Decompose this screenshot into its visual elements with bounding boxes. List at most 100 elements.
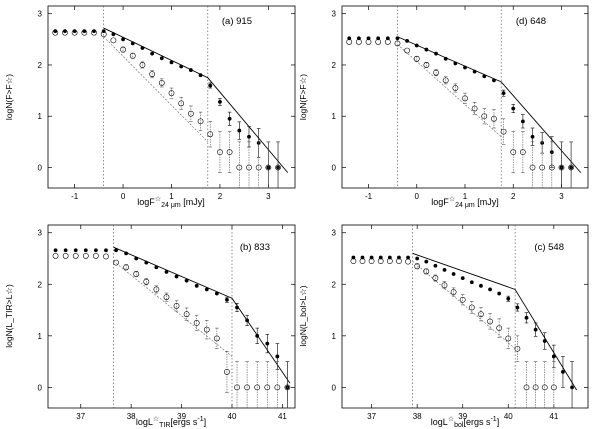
panel-a-point-open — [100, 31, 107, 38]
panel-c-point-filled — [551, 354, 556, 359]
panel-d-fit-solid — [397, 36, 582, 173]
panel-a-point-open — [139, 62, 146, 68]
panel-b-point-filled — [265, 341, 270, 346]
panel-a-point-filled — [121, 37, 125, 42]
panel-c-ylabel: logN(L_bol>L☆) — [298, 285, 308, 346]
panel-a-xtick-label: 1 — [169, 192, 174, 201]
panel-b-point-open — [173, 303, 180, 309]
panel-b-point-open — [62, 253, 69, 259]
panel-d-xtick-label: 0 — [415, 192, 420, 201]
panel-d-point-open — [519, 149, 526, 156]
panel-a: (a) 915 logF☆24 μm [mJy] logN(F>F☆) -1 0 1… — [4, 5, 296, 209]
panel-a-point-open — [178, 100, 185, 107]
panel-d-point-filled — [492, 78, 496, 83]
panel-a-point-open — [197, 118, 204, 125]
panel-c-point-filled — [415, 256, 420, 261]
panel-c-point-open — [450, 289, 457, 295]
panel-c-point-filled — [524, 315, 529, 320]
panel-d-point-filled — [501, 91, 506, 96]
panel-c-xtick-label: 38 — [413, 412, 422, 421]
panel-b-point-open — [183, 311, 190, 318]
panel-b-point-open — [264, 384, 271, 391]
panel-c-point-filled — [424, 259, 429, 264]
panel-b-point-filled — [184, 278, 189, 283]
panel-a-point-open — [158, 80, 165, 86]
panel-d-point-open — [442, 77, 449, 84]
panel-a-point-open — [255, 164, 262, 171]
panel-c-point-open — [532, 384, 539, 391]
panel-d-point-open — [539, 164, 546, 171]
panel-a-point-open — [246, 164, 252, 171]
panel-a-ytick-label: 2 — [38, 61, 43, 70]
panel-d: (d) 648 logF☆24 μm [mJy] logN(F>F☆) -1 0 1… — [298, 5, 589, 209]
panel-a-point-open — [168, 90, 175, 97]
panel-d-point-open — [481, 113, 488, 120]
panel-d-point-filled — [530, 134, 535, 139]
panel-d-point-open — [423, 62, 430, 68]
panel-b-label: (b) 833 — [240, 242, 270, 253]
panel-d-point-filled — [482, 74, 487, 79]
panel-a-point-filled — [218, 99, 222, 104]
panel-c-ytick-label: 2 — [332, 280, 337, 289]
panel-a-point-filled — [111, 32, 116, 37]
panel-d-ytick-label: 3 — [332, 10, 337, 19]
panel-d-ytick-label: 2 — [332, 61, 337, 70]
panel-d-ytick-label: 1 — [332, 112, 337, 121]
panel-b-point-open — [203, 326, 210, 333]
panel-a-point-filled — [150, 51, 155, 56]
panel-d-point-open — [413, 55, 420, 62]
panel-b-xtick-label: 38 — [127, 412, 136, 421]
panel-b-point-filled — [194, 283, 199, 288]
panel-b-point-filled — [114, 248, 118, 253]
panel-b-point-open — [123, 264, 130, 271]
panel-b-point-filled — [83, 248, 88, 253]
panel-a-fit-dotted — [103, 36, 209, 143]
panel-c-point-open — [505, 335, 512, 342]
panel-b-ylabel: logN(L_TIR>L☆) — [4, 284, 14, 348]
panel-b-point-open — [72, 253, 79, 259]
panel-c-ytick-label: 3 — [332, 229, 337, 238]
panel-d-point-filled — [472, 69, 477, 74]
panel-a-point-open — [129, 52, 136, 59]
panel-d-point-filled — [424, 47, 429, 52]
panel-d-point-open — [384, 38, 391, 45]
panel-c-point-open — [478, 311, 484, 318]
panel-b-point-filled — [104, 248, 108, 253]
panel-d-xtick-label: -1 — [365, 192, 373, 201]
panel-c-label: (c) 548 — [534, 242, 564, 253]
panel-b-point-open — [103, 253, 109, 260]
panel-d-point-open — [346, 38, 353, 45]
panel-d-point-filled — [414, 43, 419, 48]
panel-c-point-filled — [533, 327, 538, 332]
panel-a-point-open — [275, 164, 281, 171]
panel-a-xlabel: logF☆24 μm [mJy] — [137, 195, 204, 209]
panel-c-point-open — [350, 258, 357, 264]
panel-a-point-open — [110, 37, 117, 44]
panel-d-xtick-label: 3 — [559, 192, 564, 201]
panel-d-ylabel: logN(F>F☆) — [298, 74, 308, 120]
panel-a-point-filled — [179, 64, 184, 69]
panel-b-point-open — [52, 253, 59, 259]
panel-d-point-open — [558, 164, 565, 171]
panel-c-ytick-label: 0 — [332, 383, 337, 392]
panel-a-point-open — [226, 149, 233, 156]
panel-b-point-open — [224, 369, 230, 375]
panel-b-point-open — [133, 271, 140, 277]
panel-c: (c) 548 logL☆bol[ergs s-1] logN(L_bol>L☆… — [298, 224, 589, 429]
panel-a-point-filled — [188, 68, 193, 72]
panel-a-point-filled — [169, 60, 174, 65]
panel-b-fit-dotted — [113, 260, 233, 357]
panel-a-point-filled — [159, 56, 164, 61]
panel-a-point-filled — [247, 134, 251, 139]
panel-c-point-open — [432, 275, 439, 281]
panel-c-point-open — [377, 258, 384, 264]
panel-b-point-filled — [144, 260, 149, 265]
panel-c-point-open — [523, 384, 530, 391]
panel-c-point-filled — [542, 339, 547, 343]
panel-d-point-filled — [443, 56, 448, 61]
panel-d-xlabel: logF☆24 μm [mJy] — [431, 195, 498, 209]
panel-b-point-filled — [53, 248, 58, 253]
panel-c-point-filled — [479, 283, 483, 288]
panel-c-ytick-label: 1 — [332, 332, 337, 341]
panel-b-xlabel: logL☆TIR[ergs s-1] — [136, 415, 206, 429]
